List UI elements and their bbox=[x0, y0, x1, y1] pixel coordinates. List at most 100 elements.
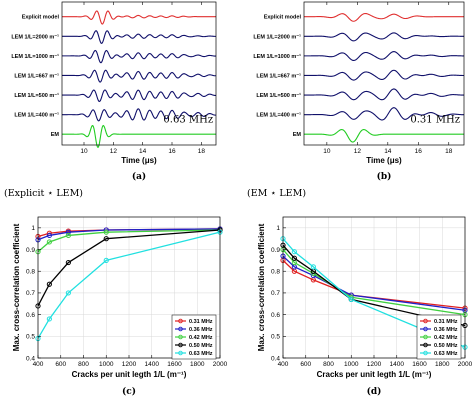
trace-line bbox=[303, 12, 464, 22]
trace-line bbox=[62, 124, 216, 149]
x-tick-label: 400 bbox=[278, 361, 289, 368]
x-axis-label: Cracks per unit legth 1/L (m⁻¹) bbox=[317, 370, 432, 379]
y-tick-label: 0.4 bbox=[271, 355, 280, 362]
panel-label: (d) bbox=[367, 386, 382, 397]
x-tick-label: 2000 bbox=[458, 361, 473, 368]
y-tick-label: 0.6 bbox=[26, 312, 35, 319]
legend-label: 0.31 MHz bbox=[189, 319, 213, 325]
x-tick-label: 1400 bbox=[145, 361, 160, 368]
x-tick-label: 10 bbox=[323, 148, 331, 155]
panel-d-correlation-chart: (EM ⋆ LEM) 400 600 800 1000 1200 1400 1600 1800 2… bbox=[247, 188, 473, 397]
trace-label: Explicit model bbox=[264, 15, 302, 21]
trace-label: LEM 1/L=500 m⁻¹ bbox=[14, 92, 59, 99]
y-tick-label: 0.4 bbox=[26, 355, 35, 362]
x-tick-label: 800 bbox=[323, 361, 334, 368]
trace-line bbox=[304, 69, 465, 81]
trace-line bbox=[304, 51, 464, 62]
x-tick-label: 600 bbox=[55, 361, 66, 368]
data-point bbox=[46, 232, 52, 239]
x-tick-label: 18 bbox=[198, 148, 206, 155]
legend: 0.31 MHz 0.36 MHz 0.42 MHz 0.50 MHz 0.63 MHz bbox=[416, 314, 462, 360]
trace-line bbox=[62, 10, 216, 25]
trace-line bbox=[62, 30, 216, 45]
panel-label: (c) bbox=[122, 386, 136, 397]
y-tick-label: 0.7 bbox=[271, 290, 280, 297]
data-point bbox=[103, 229, 109, 235]
x-tick-label: 1600 bbox=[412, 361, 427, 368]
trace-label: LEM 1/L=667 m⁻¹ bbox=[14, 72, 59, 79]
data-point bbox=[310, 264, 316, 270]
trace-label: LEM 1/L=400 m⁻¹ bbox=[256, 112, 301, 119]
data-point bbox=[65, 232, 71, 239]
x-tick-label: 14 bbox=[384, 148, 392, 155]
trace-line bbox=[62, 89, 217, 103]
y-tick-label: 1 bbox=[31, 225, 35, 232]
x-tick-label: 2000 bbox=[213, 361, 228, 368]
x-axis-label: Time (μs) bbox=[366, 156, 402, 165]
x-tick-label: 16 bbox=[415, 148, 423, 155]
x-axis-label: Time (μs) bbox=[121, 156, 157, 165]
legend-label: 0.63 MHz bbox=[189, 351, 213, 357]
x-axis-label: Cracks per unit legth 1/L (m⁻¹) bbox=[72, 370, 187, 379]
series-line bbox=[282, 259, 466, 309]
y-axis-label: Max. cross-correlation coefficient bbox=[257, 223, 266, 351]
trace-label: LEM 1/L=667 m⁻¹ bbox=[256, 72, 301, 79]
comparison-title: (Explicit ⋆ LEM) bbox=[4, 188, 83, 199]
panel-b-waveforms: Explicit model LEM 1/L=2000 m⁻¹ LEM 1/L=10… bbox=[253, 1, 465, 182]
trace-label: LEM 1/L=2000 m⁻¹ bbox=[253, 33, 301, 40]
legend-swatch-marker bbox=[178, 342, 183, 348]
trace-line bbox=[304, 107, 465, 121]
x-tick-label: 14 bbox=[139, 148, 147, 155]
y-tick-label: 0.7 bbox=[26, 290, 35, 297]
panel-label: (a) bbox=[132, 171, 146, 182]
y-tick-label: 0.8 bbox=[26, 269, 35, 276]
legend: 0.31 MHz 0.36 MHz 0.42 MHz 0.50 MHz 0.63 MHz bbox=[171, 314, 217, 360]
x-tick-label: 1000 bbox=[99, 361, 114, 368]
y-tick-label: 0.9 bbox=[271, 247, 280, 254]
data-point bbox=[348, 296, 354, 303]
plot-frame bbox=[61, 1, 217, 146]
x-tick-label: 10 bbox=[80, 148, 88, 155]
comparison-title: (EM ⋆ LEM) bbox=[247, 188, 306, 199]
frequency-annotation: 0.31 MHz bbox=[410, 115, 460, 126]
data-point bbox=[291, 249, 297, 255]
legend-swatch-marker bbox=[178, 334, 183, 340]
data-point bbox=[291, 255, 297, 261]
trace-label: LEM 1/L=1000 m⁻¹ bbox=[11, 53, 59, 60]
legend-label: 0.50 MHz bbox=[189, 343, 213, 349]
legend-label: 0.42 MHz bbox=[434, 335, 458, 341]
y-axis-label: Max. cross-correlation coefficient bbox=[12, 223, 21, 351]
legend-swatch-marker bbox=[423, 334, 428, 340]
legend-label: 0.36 MHz bbox=[434, 327, 458, 333]
series-line bbox=[282, 238, 466, 348]
y-tick-label: 0.5 bbox=[271, 334, 280, 341]
trace-line bbox=[304, 32, 464, 42]
series-line bbox=[37, 229, 221, 253]
data-point bbox=[65, 229, 71, 235]
x-tick-label: 600 bbox=[300, 361, 311, 368]
legend-label: 0.50 MHz bbox=[434, 343, 458, 349]
trace-line bbox=[304, 129, 464, 143]
plot-frame bbox=[303, 1, 465, 146]
series-line bbox=[37, 231, 221, 339]
legend-swatch-marker bbox=[423, 350, 428, 356]
panel-c-correlation-chart: (Explicit ⋆ LEM) 400 600 800 1000 1200 1400 160… bbox=[4, 188, 228, 397]
legend-label: 0.42 MHz bbox=[189, 335, 213, 341]
legend-swatch-marker bbox=[423, 326, 428, 332]
y-tick-label: 0.5 bbox=[26, 334, 35, 341]
series-line bbox=[282, 244, 466, 327]
x-tick-label: 1800 bbox=[435, 361, 450, 368]
x-tick-label: 12 bbox=[354, 148, 362, 155]
trace-label: EM bbox=[293, 132, 302, 138]
legend-swatch-marker bbox=[178, 318, 183, 324]
legend-label: 0.31 MHz bbox=[434, 319, 458, 325]
x-tick-label: 1200 bbox=[367, 361, 382, 368]
x-tick-label: 1200 bbox=[122, 361, 137, 368]
trace-label: LEM 1/L=1000 m⁻¹ bbox=[253, 53, 301, 60]
data-point bbox=[46, 316, 52, 322]
x-tick-label: 1400 bbox=[390, 361, 405, 368]
y-tick-label: 0.9 bbox=[26, 247, 35, 254]
trace-label: LEM 1/L=500 m⁻¹ bbox=[256, 92, 301, 99]
x-tick-label: 16 bbox=[168, 148, 176, 155]
